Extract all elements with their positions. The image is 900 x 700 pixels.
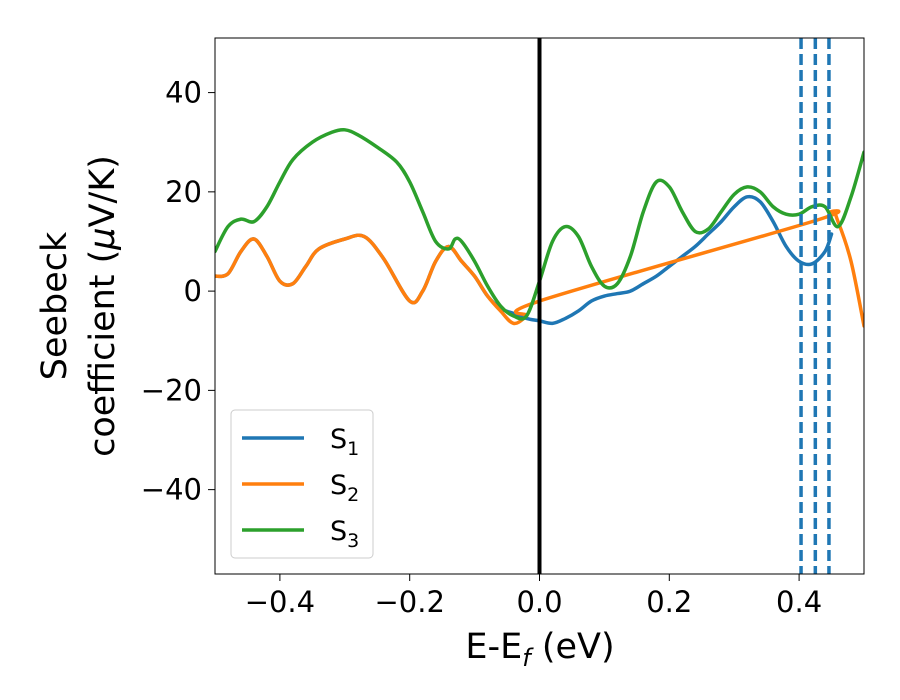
x-tick-label: 0.4 [776,585,822,619]
x-tick-label: −0.2 [374,585,444,619]
y-tick-label: −40 [141,473,202,507]
y-axis-label-line2: coefficient (μV/K) [83,155,123,457]
y-axis-label: Seebeck coefficient (μV/K) [35,155,123,457]
y-tick-label: 0 [184,274,202,308]
y-tick-label: 40 [165,76,202,110]
x-tick-label: 0.0 [516,585,562,619]
y-tick-label: 20 [165,175,202,209]
x-tick-label: 0.2 [646,585,692,619]
series-line-s2 [215,209,864,328]
series-line-s3 [215,127,864,321]
legend: S1 S2 S3 [230,409,374,559]
y-tick-label: −20 [141,373,202,407]
legend-label-s1: S1 [330,424,359,460]
x-ticks: −0.4 −0.2 0.0 0.2 0.4 [245,574,822,619]
x-axis-label: E-Ef (eV) [465,627,614,672]
series-line-s1 [215,194,834,326]
y-axis-label-line1: Seebeck [35,231,75,380]
x-tick-label: −0.4 [245,585,315,619]
legend-label-s2: S2 [330,470,359,506]
vertical-lines-layer [537,38,831,574]
legend-label-s3: S3 [330,516,359,552]
series-layer [215,127,864,328]
y-ticks: −40 −20 0 20 40 [141,76,215,507]
